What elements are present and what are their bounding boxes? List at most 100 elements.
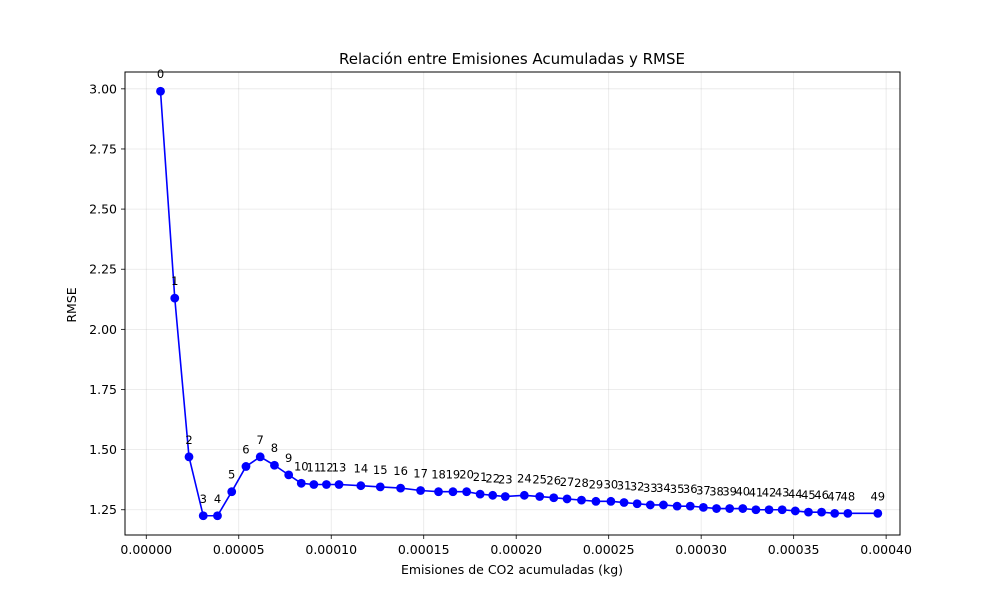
point-label: 19	[446, 468, 461, 482]
x-tick-label: 0.00035	[768, 542, 820, 557]
data-point	[751, 505, 761, 515]
point-label: 8	[271, 441, 278, 455]
data-point	[198, 511, 208, 521]
data-point	[577, 495, 586, 505]
data-point	[738, 504, 748, 513]
point-label: 1	[171, 274, 178, 288]
data-point	[488, 490, 498, 500]
point-label: 23	[498, 473, 513, 487]
point-label: 40	[735, 485, 750, 499]
data-point	[241, 462, 251, 471]
point-label: 12	[319, 460, 334, 474]
data-points	[156, 86, 883, 521]
point-label: 22	[485, 471, 500, 485]
x-tick-label: 0.00005	[213, 542, 265, 557]
point-label: 11	[307, 460, 322, 474]
data-point	[270, 460, 279, 470]
point-label: 44	[788, 487, 803, 501]
point-label: 26	[546, 474, 561, 488]
point-label: 47	[827, 489, 842, 503]
x-tick-label: 0.00010	[305, 542, 357, 557]
point-label: 39	[722, 485, 737, 499]
data-point	[170, 293, 180, 303]
data-point	[434, 487, 443, 497]
x-axis-label: Emisiones de CO2 acumuladas (kg)	[401, 562, 623, 577]
data-point	[416, 486, 425, 495]
data-point	[698, 502, 708, 512]
data-point	[322, 480, 331, 489]
point-label: 0	[157, 67, 164, 81]
data-point	[549, 493, 559, 503]
point-label: 41	[749, 486, 764, 500]
point-label: 29	[589, 477, 604, 491]
point-label: 33	[643, 481, 658, 495]
data-point	[645, 500, 655, 510]
point-label: 24	[517, 471, 532, 485]
point-label: 30	[604, 477, 619, 491]
data-point	[227, 487, 237, 497]
point-label: 43	[775, 486, 790, 500]
chart-title: Relación entre Emisiones Acumuladas y RM…	[339, 50, 685, 68]
point-label: 4	[214, 492, 221, 506]
data-point	[790, 506, 800, 516]
data-point	[334, 480, 344, 489]
point-label: 35	[670, 482, 685, 496]
data-point	[672, 501, 682, 511]
plot-frame	[124, 71, 901, 536]
point-label: 3	[200, 492, 207, 506]
data-point	[685, 501, 695, 511]
data-point	[619, 498, 629, 507]
data-point	[804, 507, 813, 517]
data-point	[535, 492, 545, 501]
point-label: 18	[431, 468, 446, 482]
point-label: 27	[560, 475, 575, 489]
point-label: 45	[801, 488, 816, 502]
point-label: 10	[294, 459, 309, 473]
x-tick-label: 0.00020	[490, 542, 542, 557]
data-point	[606, 496, 616, 506]
point-label: 21	[473, 470, 488, 484]
point-label: 15	[373, 463, 388, 477]
point-label: 31	[617, 479, 632, 493]
data-point	[213, 511, 222, 521]
data-point	[356, 481, 366, 491]
point-label: 6	[242, 442, 249, 456]
data-point	[184, 452, 194, 462]
point-label: 14	[354, 462, 369, 476]
x-axis-ticks: 0.00000 0.00005 0.00010 0.00015 0.00020 0.000…	[120, 535, 912, 557]
point-label: 7	[257, 433, 264, 447]
point-label: 46	[814, 488, 829, 502]
point-label: 25	[532, 473, 547, 487]
y-tick-label: 1.50	[89, 442, 117, 457]
point-label: 2	[185, 433, 192, 447]
point-label: 42	[762, 486, 777, 500]
data-point	[873, 508, 883, 518]
y-axis-label: RMSE	[64, 287, 79, 322]
data-point	[562, 494, 572, 504]
data-point	[632, 499, 642, 509]
x-tick-label: 0.00025	[583, 542, 635, 557]
data-point	[843, 508, 853, 518]
data-point	[817, 507, 826, 517]
y-tick-label: 2.25	[89, 262, 117, 277]
x-tick-label: 0.00000	[120, 542, 172, 557]
point-label: 34	[656, 481, 671, 495]
point-label: 17	[413, 467, 428, 481]
data-point	[462, 487, 472, 497]
data-point	[500, 492, 510, 501]
x-tick-label: 0.00015	[398, 542, 450, 557]
data-point	[712, 504, 721, 513]
x-tick-label: 0.00030	[675, 542, 727, 557]
y-tick-label: 3.00	[89, 81, 117, 96]
point-label: 20	[459, 468, 474, 482]
data-point	[475, 489, 485, 499]
point-label: 38	[709, 485, 724, 499]
data-point	[255, 452, 265, 462]
y-tick-label: 1.75	[89, 382, 117, 397]
data-point	[519, 490, 529, 500]
data-point	[448, 487, 458, 497]
data-point	[764, 505, 774, 515]
